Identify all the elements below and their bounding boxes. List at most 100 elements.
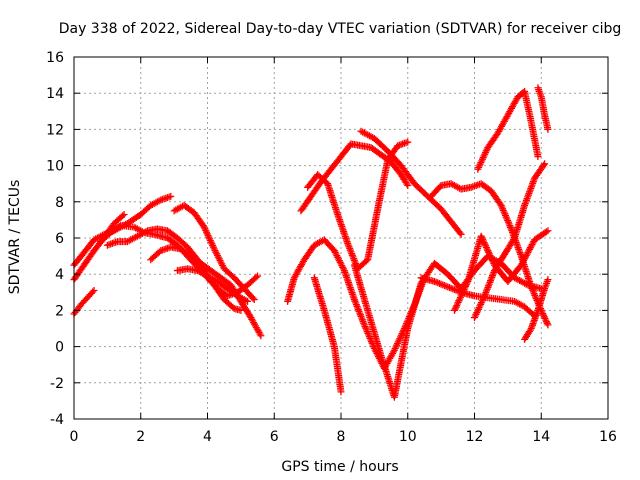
data-marker-run: [521, 89, 535, 124]
data-marker-run: [81, 248, 97, 268]
data-marker-run: [125, 212, 143, 226]
data-marker-run: [521, 176, 538, 208]
data-marker-run: [532, 228, 550, 243]
tick-labels: 0 2 4 6 8 10 12 14 16 -4 -2 0 2 4 6 8 10 12 14 16: [46, 50, 617, 445]
data-marker-run: [351, 263, 371, 313]
series-track-19: [471, 160, 549, 322]
series-track-8: [173, 265, 252, 305]
series-track-2: [70, 210, 128, 284]
data-marker-run: [404, 281, 425, 331]
data-series: [70, 84, 552, 401]
series-track-6: [147, 243, 265, 340]
data-point: [430, 277, 438, 285]
data-marker-run: [471, 294, 488, 320]
y-tick-label: 16: [46, 50, 64, 66]
data-marker-run: [148, 248, 163, 262]
series-track-20: [534, 84, 552, 133]
data-marker-run: [412, 181, 430, 199]
data-marker-run: [188, 253, 203, 266]
series-track-14: [357, 127, 465, 238]
data-marker-run: [175, 235, 190, 250]
data-point: [210, 245, 218, 253]
data-marker-run: [341, 268, 358, 302]
data-point: [404, 182, 412, 190]
x-axis-label: GPS time / hours: [281, 459, 398, 475]
data-marker-run: [451, 279, 471, 313]
data-marker-run: [498, 203, 514, 231]
data-marker-run: [512, 275, 530, 288]
data-marker-run: [71, 303, 84, 316]
data-marker-run: [225, 286, 240, 299]
data-marker-run: [135, 228, 150, 239]
series-track-21: [521, 276, 552, 343]
y-tick-label: 10: [46, 159, 64, 175]
data-point: [404, 138, 412, 146]
data-marker-run: [534, 286, 548, 313]
data-point: [167, 192, 175, 200]
x-tick-label: 6: [270, 429, 279, 445]
data-marker-run: [248, 315, 264, 338]
data-marker-run: [322, 237, 337, 253]
data-marker-run: [334, 212, 351, 246]
x-tick-label: 8: [337, 429, 346, 445]
data-marker-run: [324, 181, 341, 217]
data-marker-run: [331, 248, 347, 273]
data-marker-run: [85, 288, 97, 300]
data-marker-run: [391, 326, 408, 352]
data-marker-run: [432, 278, 450, 290]
data-marker-run: [308, 179, 324, 199]
y-tick-label: 12: [46, 122, 64, 138]
data-marker-run: [391, 326, 411, 399]
data-point: [457, 230, 465, 238]
data-marker-run: [355, 257, 370, 271]
plot-frame: [73, 56, 609, 420]
data-marker-run: [92, 231, 106, 243]
data-marker-run: [108, 222, 123, 235]
data-marker-run: [501, 236, 518, 257]
data-marker-run: [208, 268, 223, 281]
data-point: [477, 232, 485, 240]
data-marker-run: [215, 279, 230, 292]
data-marker-run: [315, 172, 330, 186]
data-marker-run: [191, 210, 207, 230]
data-point: [244, 297, 252, 305]
data-point: [497, 201, 505, 209]
data-marker-run: [528, 308, 541, 331]
data-marker-run: [522, 304, 537, 318]
data-marker-run: [532, 161, 548, 181]
data-point: [337, 388, 345, 396]
data-marker-run: [385, 148, 404, 168]
data-marker-run: [238, 299, 254, 320]
data-marker-run: [242, 286, 257, 302]
data-marker-run: [351, 297, 368, 327]
series-track-7: [170, 201, 258, 304]
data-marker-run: [479, 181, 494, 194]
data-marker-run: [218, 275, 233, 288]
data-marker-run: [445, 272, 464, 291]
series-track-13: [350, 252, 545, 401]
data-marker-run: [505, 263, 524, 284]
data-point: [250, 296, 258, 304]
data-marker-run: [505, 95, 521, 117]
data-point: [90, 286, 98, 294]
y-tick-label: -2: [50, 376, 64, 392]
data-point: [257, 332, 265, 340]
data-marker-run: [364, 207, 381, 262]
data-marker-run: [398, 172, 411, 188]
series-track-17: [450, 227, 552, 314]
data-marker-run: [222, 266, 237, 280]
data-marker-run: [485, 131, 501, 150]
y-tick-label: 0: [55, 340, 64, 356]
chart-title: Day 338 of 2022, Sidereal Day-to-day VTE…: [59, 21, 622, 37]
data-marker-run: [438, 206, 454, 224]
data-marker-run: [369, 145, 384, 158]
data-marker-run: [425, 194, 444, 212]
data-marker-run: [481, 268, 498, 298]
data-marker-run: [428, 183, 444, 199]
data-marker-run: [364, 308, 384, 358]
data-marker-run: [71, 250, 87, 268]
data-marker-run: [321, 308, 338, 349]
data-marker-run: [182, 203, 197, 216]
data-marker-run: [205, 273, 220, 284]
